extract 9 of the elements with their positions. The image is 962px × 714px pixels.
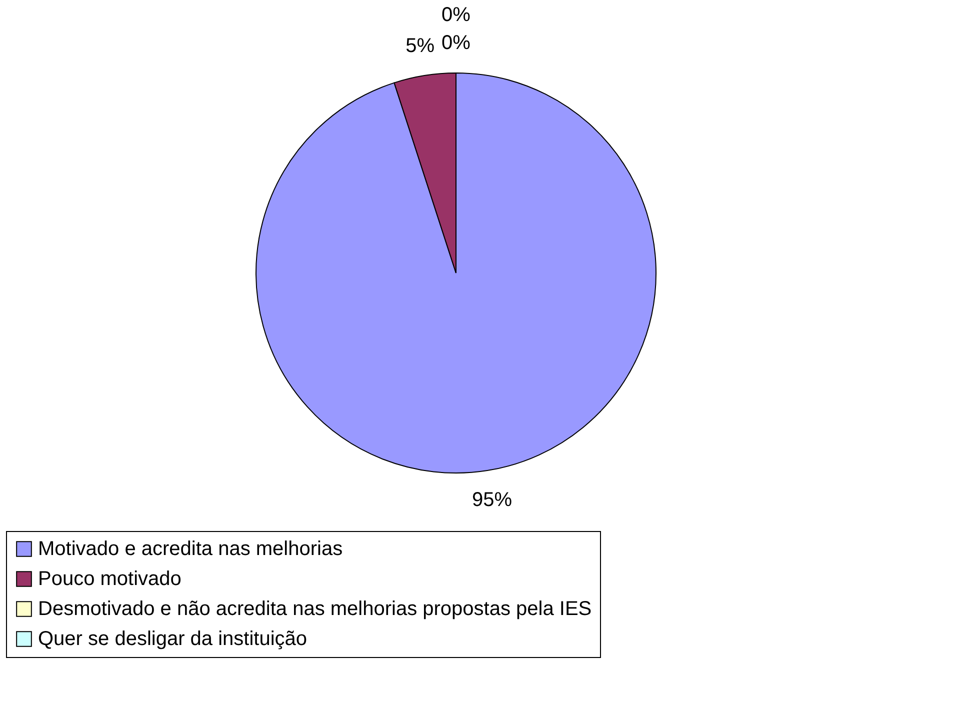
legend-label: Pouco motivado <box>38 568 182 590</box>
text: 0% <box>442 32 470 54</box>
text: 0% <box>442 4 470 26</box>
legend-label: Desmotivado e não acredita nas melhorias propostas pela IES <box>38 598 592 620</box>
legend-label: Quer se desligar da instituição <box>38 628 308 650</box>
data-label: 95% <box>472 489 512 512</box>
legend-label: Motivado e acredita nas melhorias <box>38 538 343 560</box>
pie-slice <box>256 72 656 474</box>
data-label: 5% <box>406 34 435 57</box>
